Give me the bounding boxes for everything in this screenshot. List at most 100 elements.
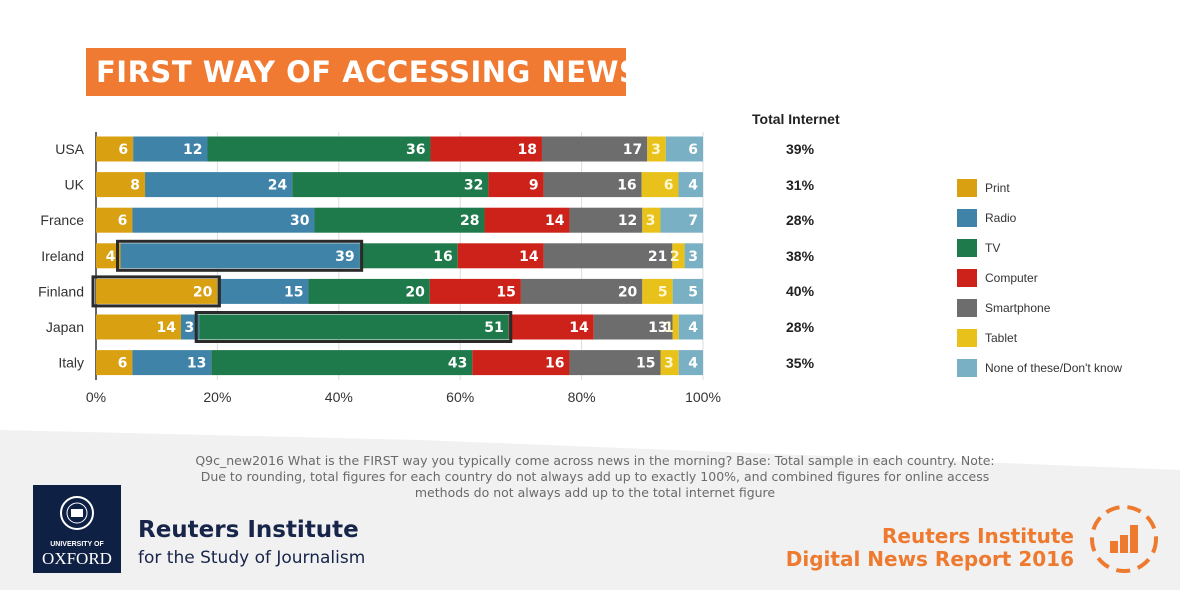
report-line1: Reuters Institute — [882, 524, 1074, 548]
data-label: 6 — [664, 178, 674, 194]
data-label: 6 — [118, 356, 128, 372]
category-label: UK — [65, 177, 85, 193]
oxford-line2: OXFORD — [42, 549, 112, 568]
data-label: 14 — [545, 213, 565, 229]
data-label: 7 — [688, 213, 698, 229]
bar-segment — [180, 314, 200, 340]
highlight-box — [116, 239, 364, 272]
data-label: 5 — [658, 284, 668, 300]
page-title: FIRST WAY OF ACCESSING NEWS — [86, 48, 640, 96]
bar-segment — [488, 172, 544, 198]
legend-swatch — [957, 179, 977, 197]
highlight-box — [91, 275, 221, 308]
x-tick-label: 60% — [446, 389, 474, 405]
data-label: 3 — [664, 356, 674, 372]
bar-segment — [660, 207, 703, 233]
data-label: 15 — [636, 356, 655, 372]
legend-label: Tablet — [985, 331, 1018, 345]
bar-segment — [96, 350, 133, 376]
data-label: 5 — [688, 284, 698, 300]
data-label: 12 — [618, 213, 637, 229]
data-label: 16 — [545, 356, 564, 372]
data-label: 39 — [335, 249, 354, 265]
total-internet-value: 31% — [786, 176, 815, 193]
bar-segment — [145, 172, 293, 198]
data-label: 2 — [670, 249, 680, 265]
institute-name: Reuters Institute — [138, 517, 359, 543]
bar-segment — [211, 350, 473, 376]
legend-item: Smartphone — [957, 299, 1050, 317]
bar-segment — [684, 243, 703, 269]
data-label: 4 — [688, 356, 698, 372]
legend-label: TV — [985, 241, 1001, 255]
data-label: 4 — [688, 178, 698, 194]
data-label: 20 — [193, 284, 213, 300]
bar-segment — [678, 314, 703, 340]
total-internet-value: 40% — [786, 283, 815, 300]
bar-segment — [508, 314, 594, 340]
legend-swatch — [957, 239, 977, 257]
data-label: 14 — [156, 320, 176, 336]
category-label: Ireland — [41, 248, 84, 264]
data-label: 6 — [118, 213, 128, 229]
oxford-crest-icon — [60, 496, 94, 530]
total-internet-header: Total Internet — [752, 111, 840, 127]
data-label: 4 — [106, 249, 116, 265]
data-label: 16 — [433, 249, 452, 265]
legend-swatch — [957, 299, 977, 317]
data-label: 14 — [569, 320, 589, 336]
legend-label: Radio — [985, 211, 1017, 225]
data-label: 16 — [617, 178, 636, 194]
category-label: Japan — [46, 319, 84, 335]
data-label: 3 — [184, 320, 194, 336]
oxford-logo: UNIVERSITY OF OXFORD — [33, 485, 121, 573]
data-label: 6 — [118, 142, 128, 158]
total-internet-value: 28% — [786, 319, 815, 335]
bar-segment — [672, 314, 679, 340]
legend-item: Radio — [957, 209, 1016, 227]
category-label: France — [40, 212, 84, 228]
data-label: 32 — [464, 178, 483, 194]
bar-segment — [132, 350, 212, 376]
data-label: 28 — [460, 213, 479, 229]
data-label: 36 — [406, 142, 425, 158]
x-tick-label: 40% — [325, 389, 353, 405]
bar-segment — [472, 350, 570, 376]
legend-item: None of these/Don't know — [957, 359, 1122, 377]
bar-segment — [647, 136, 666, 162]
data-label: 3 — [688, 249, 698, 265]
bar-segment — [569, 207, 643, 233]
bar-segment — [96, 136, 134, 162]
legend-swatch — [957, 269, 977, 287]
bar-segment — [199, 314, 509, 340]
institute-subtitle: for the Study of Journalism — [138, 548, 366, 568]
bar-segment — [543, 172, 642, 198]
bar-segment — [96, 207, 133, 233]
legend-item: Computer — [957, 269, 1038, 287]
x-tick-label: 80% — [568, 389, 596, 405]
bar-segment — [672, 278, 703, 304]
category-label: Finland — [38, 283, 84, 299]
data-label: 4 — [688, 320, 698, 336]
data-label: 15 — [284, 284, 303, 300]
data-label: 14 — [519, 249, 539, 265]
bar-segment — [217, 278, 309, 304]
total-internet-value: 38% — [786, 247, 815, 264]
data-label: 13 — [648, 320, 667, 336]
bar-segment — [457, 243, 544, 269]
bar-segment — [543, 243, 673, 269]
bar-segment — [642, 207, 661, 233]
bar-segment — [678, 172, 703, 198]
bar-segment — [642, 278, 673, 304]
data-label: 3 — [651, 142, 661, 158]
bar-segment — [359, 243, 458, 269]
data-label: 18 — [517, 142, 536, 158]
footnote: Q9c_new2016 What is the FIRST way you ty… — [195, 453, 995, 500]
oxford-line1: UNIVERSITY OF — [50, 541, 104, 548]
bar-segment — [314, 207, 485, 233]
bar-segment — [133, 136, 208, 162]
legend-swatch — [957, 209, 977, 227]
data-label: 30 — [290, 213, 310, 229]
data-label: 3 — [646, 213, 656, 229]
